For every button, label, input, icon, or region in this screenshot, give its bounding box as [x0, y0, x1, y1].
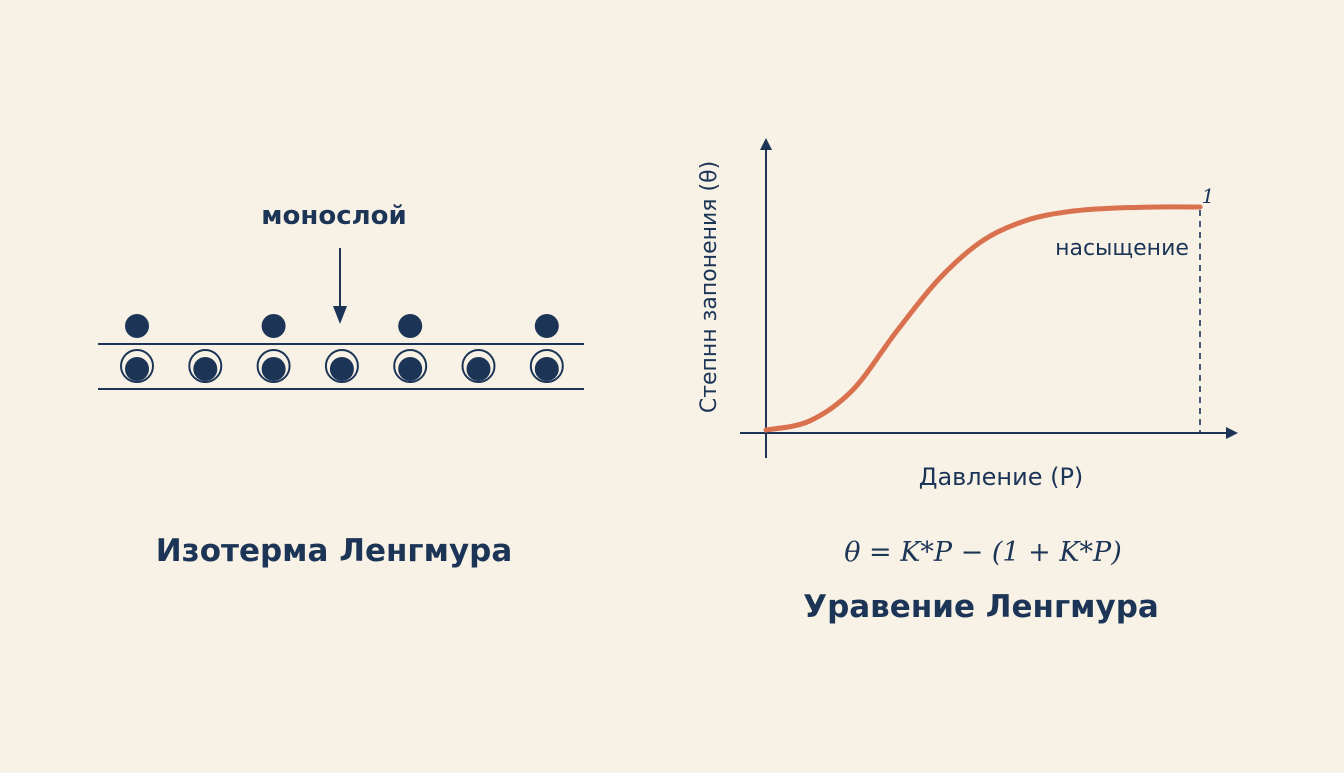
monolayer-diagram: монослой Изотерма Ленгмура [98, 201, 584, 569]
adsorbed-particle [393, 349, 428, 383]
adsorbed-particle [188, 349, 223, 383]
gas-particle [534, 314, 559, 338]
chart-title: Уравение Ленгмура [803, 589, 1159, 625]
adsorbed-molecule [193, 357, 218, 381]
adsorbed-molecule [329, 357, 354, 381]
gas-particles [125, 314, 559, 338]
adsorbed-molecule [398, 357, 423, 381]
gas-particle [125, 314, 149, 338]
y-axis-label: Степнн запонения (θ) [697, 161, 722, 413]
x-axis-label: Давление (P) [919, 463, 1084, 491]
adsorbed-molecule [466, 357, 491, 381]
saturation-value-label: 1 [1202, 184, 1215, 208]
gas-particle [261, 314, 286, 338]
adsorbed-particle [461, 349, 496, 383]
adsorbed-molecule [261, 357, 286, 381]
langmuir-chart: Степнн запонения (θ) Давление (P) 1 насы… [697, 138, 1238, 625]
diagram-title: Изотерма Ленгмура [156, 533, 513, 569]
adsorbed-particle [324, 349, 359, 383]
monolayer-arrow-head [333, 306, 347, 324]
adsorbed-molecule [125, 357, 149, 381]
saturation-label: насыщение [1055, 236, 1189, 261]
adsorbed-particle [529, 349, 564, 383]
adsorbed-particles [120, 349, 564, 383]
langmuir-equation: θ = K*P − (1 + K*P) [844, 537, 1122, 568]
langmuir-curve [763, 204, 1203, 433]
gas-particle [398, 314, 423, 338]
monolayer-label: монослой [261, 201, 406, 231]
adsorbed-particle [120, 349, 154, 383]
adsorbed-particle [256, 349, 291, 383]
adsorbed-molecule [534, 357, 559, 381]
